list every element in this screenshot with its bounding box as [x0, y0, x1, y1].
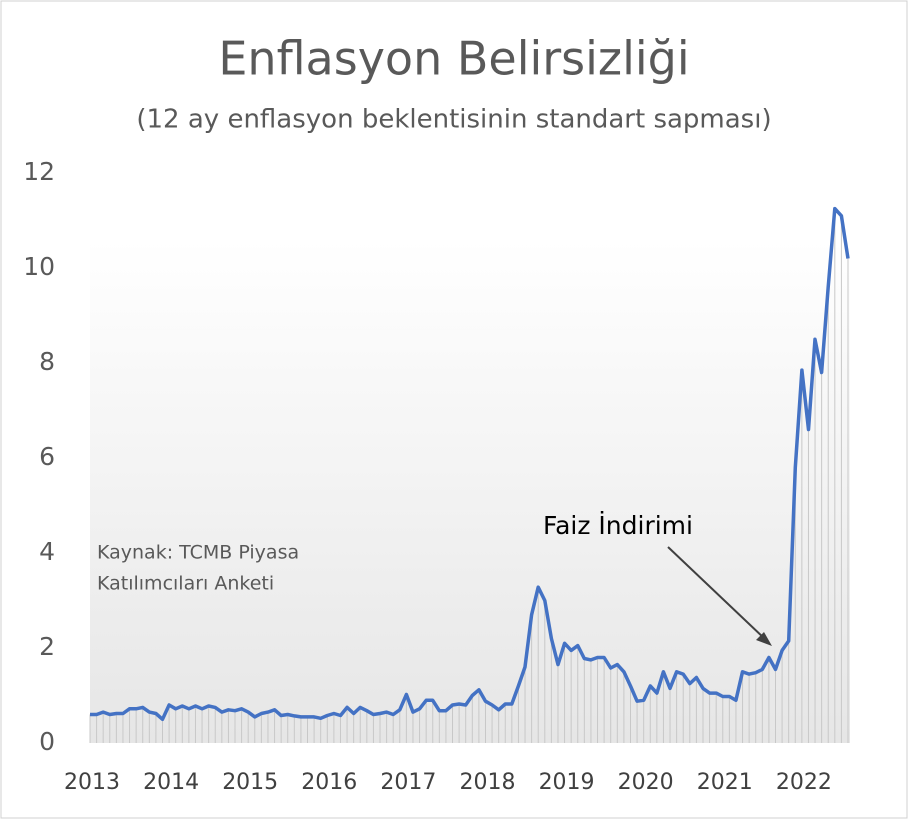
y-tick-label: 10 — [23, 252, 55, 281]
y-tick-label: 8 — [39, 347, 55, 376]
y-tick-label: 2 — [39, 632, 55, 661]
plot-background — [90, 240, 850, 743]
y-tick-label: 6 — [39, 442, 55, 471]
source-note: Katılımcıları Anketi — [97, 573, 274, 595]
x-tick-label: 2014 — [143, 770, 199, 795]
series-line — [90, 206, 850, 722]
x-tick-label: 2015 — [222, 770, 278, 795]
x-tick-label: 2016 — [301, 770, 357, 795]
y-tick-label: 12 — [23, 157, 55, 186]
chart-title: Enflasyon Belirsizliği — [218, 32, 689, 86]
annotation-arrow — [667, 546, 767, 641]
x-tick-label: 2019 — [539, 770, 595, 795]
arrow-head — [756, 632, 772, 646]
source-note: Kaynak: TCMB Piyasa — [97, 542, 299, 564]
x-tick-label: 2021 — [697, 770, 753, 795]
x-tick-label: 2013 — [64, 770, 120, 795]
x-tick-label: 2017 — [380, 770, 436, 795]
y-tick-label: 4 — [39, 537, 55, 566]
x-tick-label: 2020 — [618, 770, 674, 795]
chart-subtitle: (12 ay enflasyon beklentisinin standart … — [136, 105, 771, 135]
x-tick-label: 2022 — [776, 770, 832, 795]
x-tick-label: 2018 — [459, 770, 515, 795]
annotation: Faiz İndirimi — [543, 511, 693, 540]
y-tick-label: 0 — [39, 727, 55, 756]
